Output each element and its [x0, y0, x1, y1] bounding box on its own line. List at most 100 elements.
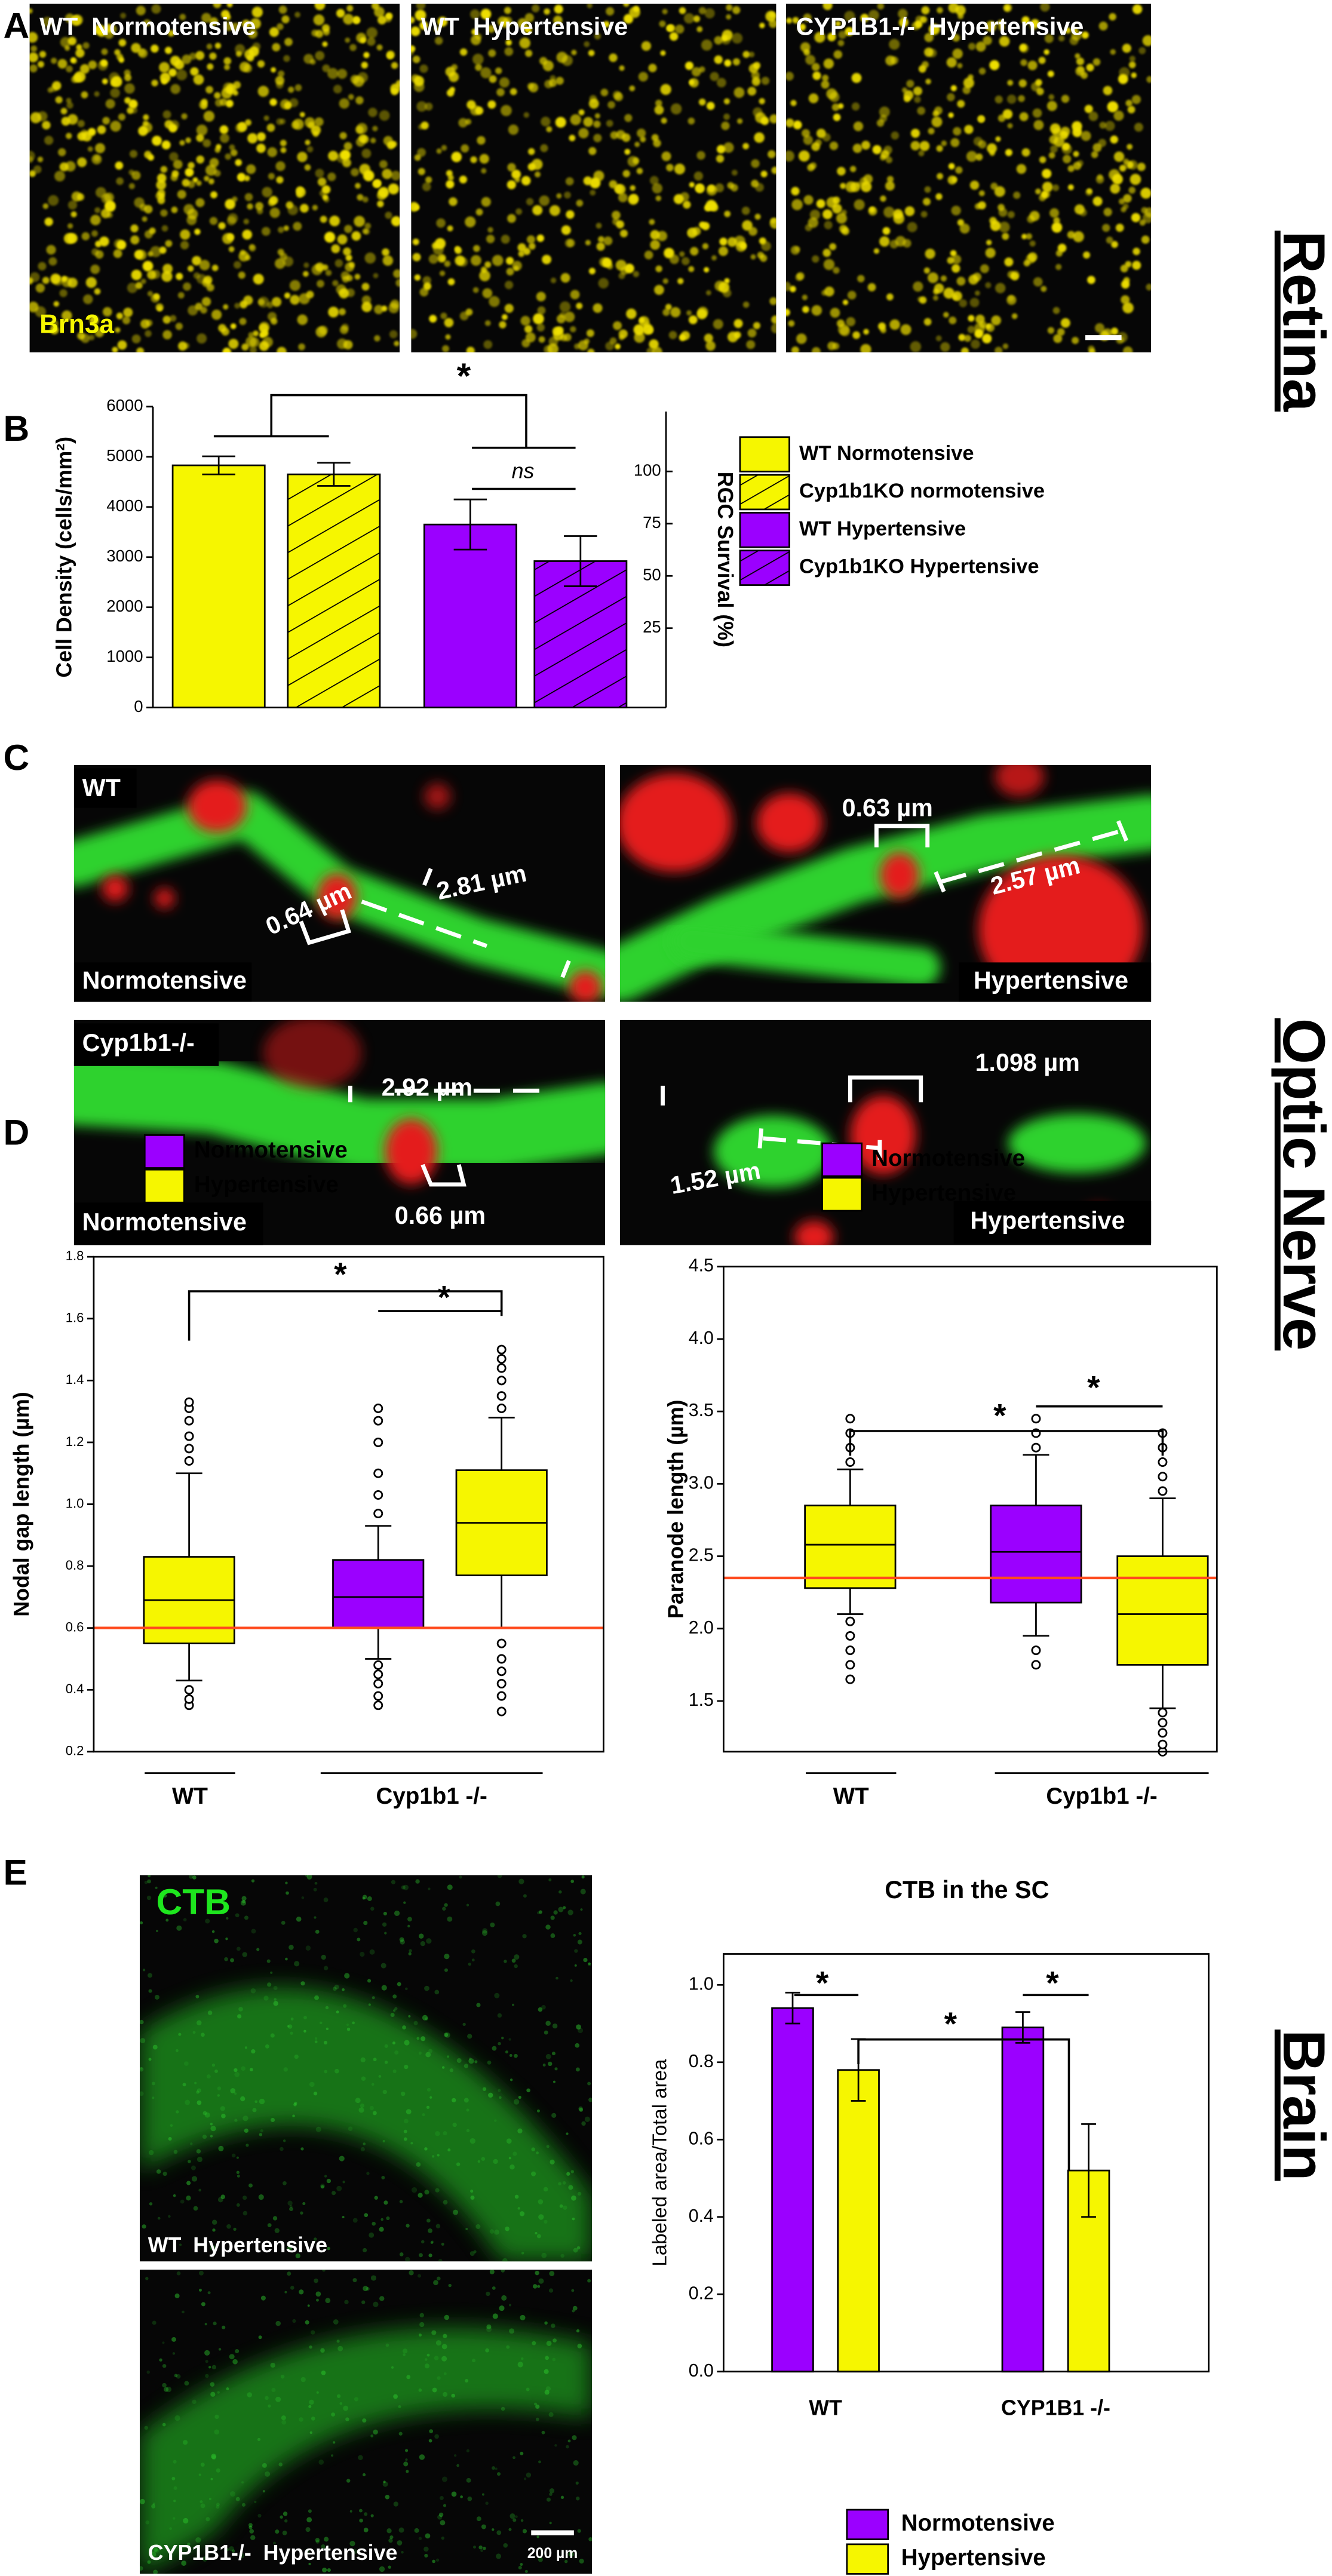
cell — [446, 89, 455, 97]
ctb-speck — [545, 1924, 551, 1930]
cell — [102, 307, 112, 317]
cell — [206, 43, 213, 50]
cell — [341, 323, 349, 331]
ctb-speck — [263, 1995, 269, 2001]
fluorescence — [317, 873, 357, 920]
ctb-speck — [363, 2248, 367, 2253]
ctb-speck — [378, 2075, 382, 2078]
cell — [343, 142, 352, 151]
cell — [1021, 234, 1027, 240]
cell — [868, 10, 879, 21]
cell — [1018, 95, 1025, 102]
cell — [29, 277, 33, 285]
cell — [654, 105, 664, 115]
ctb-speck — [546, 2341, 552, 2346]
ctb-speck — [140, 2566, 143, 2571]
cell — [128, 169, 134, 176]
ctb-speck — [568, 2185, 573, 2190]
cell — [985, 247, 996, 258]
cell — [741, 206, 750, 215]
outlier — [184, 1416, 194, 1426]
cell — [966, 151, 978, 162]
ctb-speck — [372, 2221, 376, 2226]
ctb-speck — [431, 2330, 437, 2335]
cell — [994, 186, 1005, 197]
cell — [670, 307, 681, 318]
ctb-speck — [572, 2217, 575, 2221]
outlier — [845, 1616, 855, 1626]
cell — [802, 306, 809, 313]
ctb-speck — [512, 2456, 516, 2460]
ctb-speck — [418, 2193, 423, 2198]
cell — [633, 271, 640, 278]
ctb-speck — [573, 2460, 579, 2466]
cell — [578, 128, 589, 139]
cell — [732, 32, 743, 44]
cell — [444, 318, 454, 328]
ctb-speck — [418, 2274, 422, 2278]
y-tick-label: 2000 — [106, 597, 143, 615]
cell — [679, 334, 686, 341]
cell — [322, 64, 330, 72]
cell — [131, 269, 142, 281]
cell — [256, 208, 263, 214]
ctb-speck — [305, 2549, 310, 2553]
cell — [280, 140, 287, 147]
ctb-speck — [511, 1958, 516, 1963]
y-tick-label: 6000 — [106, 396, 143, 415]
cell — [176, 69, 188, 81]
ctb-speck — [587, 2279, 591, 2283]
cell — [501, 235, 510, 244]
ctb-speck — [560, 2253, 564, 2258]
ctb-speck — [370, 1906, 375, 1911]
cell — [975, 314, 985, 324]
ctb-speck — [140, 2091, 144, 2096]
cell — [836, 319, 845, 328]
cell — [837, 39, 845, 47]
outlier — [496, 1344, 507, 1355]
cell — [747, 87, 757, 96]
cell — [439, 271, 446, 277]
cell — [355, 183, 361, 189]
cell — [263, 115, 269, 121]
micrograph — [140, 2270, 593, 2574]
cell — [95, 143, 106, 153]
cell — [735, 241, 747, 252]
ctb-speck — [226, 2387, 229, 2391]
cell — [898, 17, 909, 27]
ctb-speck — [320, 2348, 325, 2353]
cell — [669, 32, 679, 41]
ctb-speck — [426, 2218, 431, 2223]
cell — [648, 63, 657, 72]
cell — [81, 232, 90, 241]
ctb-speck — [282, 2530, 287, 2535]
cell — [1042, 190, 1051, 198]
ctb-speck — [322, 2270, 326, 2272]
cell — [1092, 196, 1103, 207]
cell — [553, 16, 563, 25]
cell — [1092, 58, 1101, 66]
ctb-speck — [489, 2270, 495, 2274]
ctb-speck — [157, 2216, 161, 2220]
ctb-speck — [326, 2027, 329, 2031]
cell — [928, 48, 937, 57]
ctb-speck — [495, 2467, 498, 2470]
cell — [70, 211, 77, 217]
cell — [534, 171, 541, 178]
cell — [94, 155, 100, 162]
ctb-speck — [248, 2525, 253, 2529]
cell — [47, 87, 53, 93]
cell — [412, 238, 419, 245]
cell — [952, 33, 960, 42]
ctb-speck — [424, 2553, 428, 2558]
ctb-speck — [392, 1994, 397, 1999]
ctb-speck — [344, 2299, 349, 2305]
cell — [934, 283, 944, 294]
cell — [759, 98, 765, 105]
ctb-speck — [419, 2454, 425, 2460]
cell — [209, 217, 218, 225]
cell — [972, 272, 981, 281]
ctb-speck — [313, 2237, 317, 2241]
cell — [276, 118, 283, 125]
ctb-speck — [344, 1973, 350, 1979]
